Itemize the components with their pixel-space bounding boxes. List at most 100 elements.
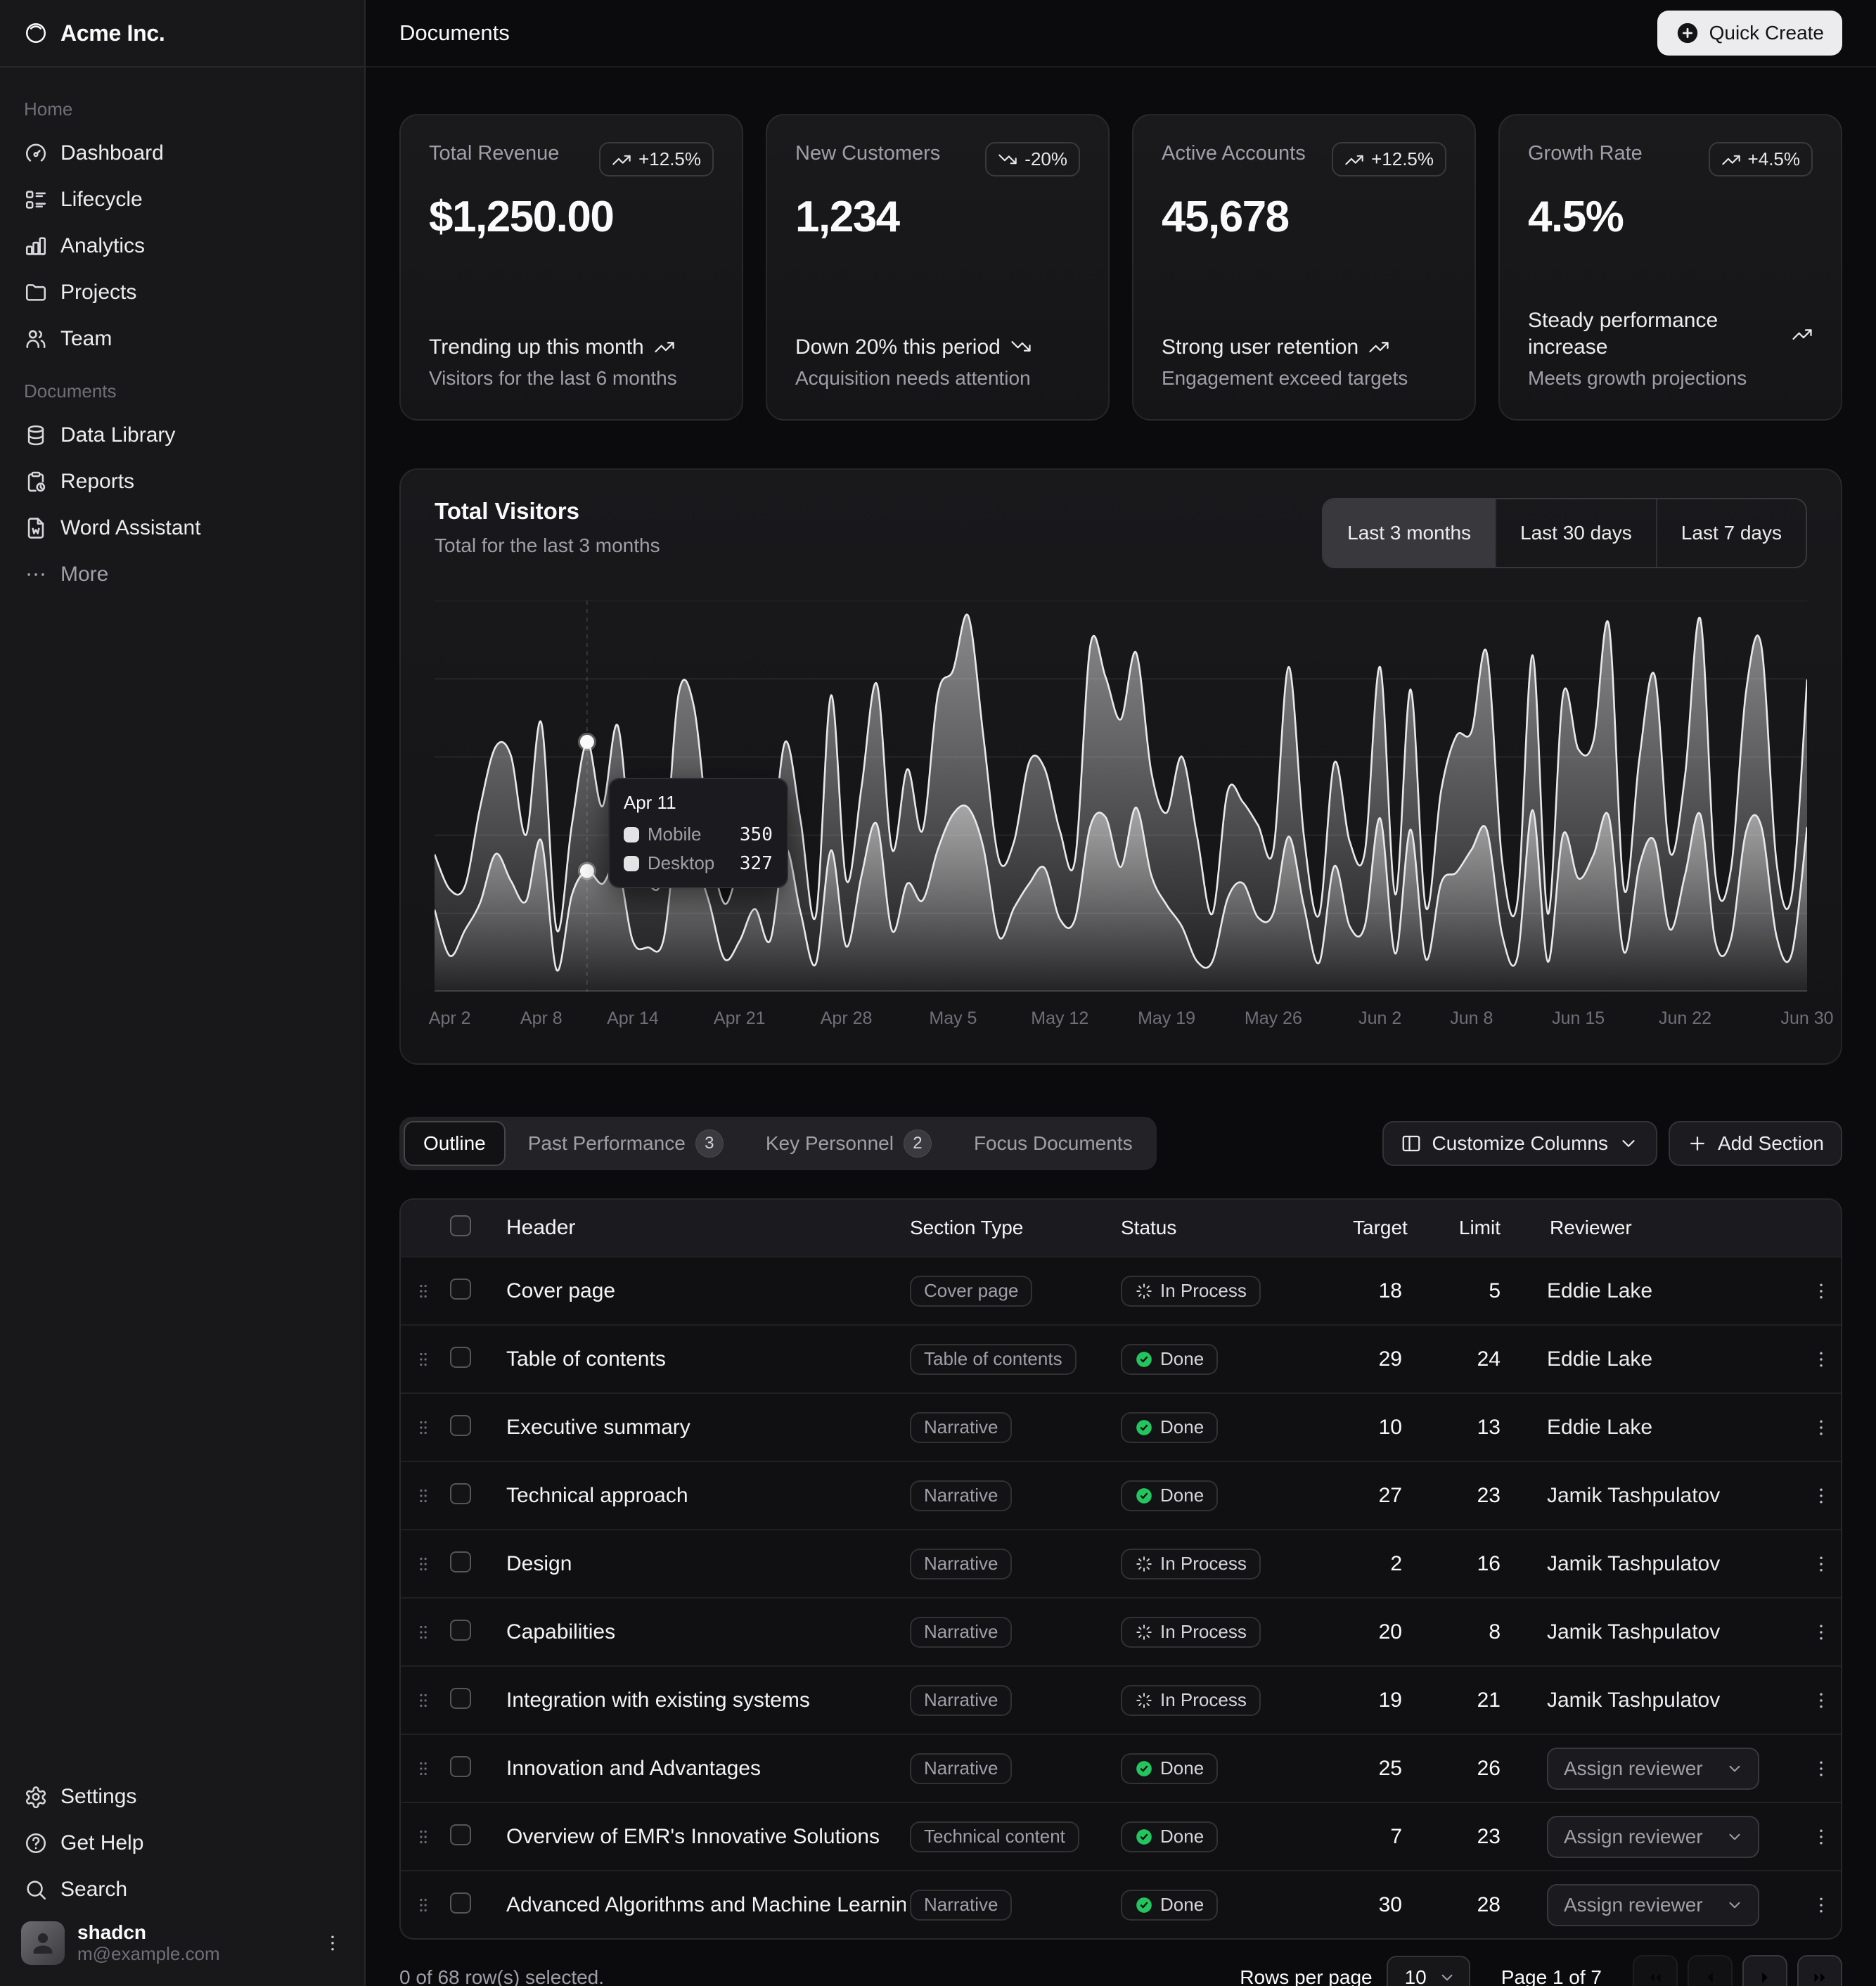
row-header-link[interactable]: Executive summary <box>491 1416 906 1440</box>
row-menu-button[interactable] <box>1799 1349 1842 1370</box>
sidebar-item-get-help[interactable]: Get Help <box>11 1820 353 1866</box>
row-menu-button[interactable] <box>1799 1826 1842 1847</box>
row-menu-button[interactable] <box>1799 1895 1842 1916</box>
sidebar-item-more[interactable]: More <box>11 551 353 598</box>
target-value[interactable]: 7 <box>1349 1825 1447 1849</box>
range-option-last-3-months[interactable]: Last 3 months <box>1323 499 1495 567</box>
user-menu[interactable]: shadcn m@example.com <box>11 1913 353 1973</box>
row-header-link[interactable]: Table of contents <box>491 1347 906 1371</box>
check-circle-icon <box>1135 1487 1153 1505</box>
last-page-button[interactable] <box>1797 1955 1842 1986</box>
limit-value[interactable]: 23 <box>1447 1825 1546 1849</box>
drag-handle[interactable] <box>401 1417 446 1438</box>
row-checkbox[interactable] <box>450 1824 471 1845</box>
target-value[interactable]: 29 <box>1349 1347 1447 1371</box>
limit-value[interactable]: 26 <box>1447 1757 1546 1781</box>
tab-past-performance[interactable]: Past Performance3 <box>508 1121 743 1166</box>
limit-value[interactable]: 16 <box>1447 1552 1546 1576</box>
row-menu-button[interactable] <box>1799 1622 1842 1643</box>
limit-value[interactable]: 13 <box>1447 1416 1546 1440</box>
assign-reviewer-select[interactable]: Assign reviewer <box>1547 1884 1759 1926</box>
drag-handle[interactable] <box>401 1826 446 1847</box>
row-checkbox[interactable] <box>450 1483 471 1504</box>
target-value[interactable]: 30 <box>1349 1893 1447 1917</box>
limit-value[interactable]: 23 <box>1447 1484 1546 1508</box>
row-checkbox[interactable] <box>450 1415 471 1436</box>
drag-handle[interactable] <box>401 1895 446 1916</box>
sidebar-item-analytics[interactable]: Analytics <box>11 223 353 269</box>
sidebar-item-dashboard[interactable]: Dashboard <box>11 130 353 177</box>
assign-reviewer-select[interactable]: Assign reviewer <box>1547 1816 1759 1858</box>
tab-outline[interactable]: Outline <box>404 1121 506 1166</box>
next-page-button[interactable] <box>1742 1955 1787 1986</box>
row-menu-button[interactable] <box>1799 1417 1842 1438</box>
drag-handle[interactable] <box>401 1758 446 1779</box>
limit-value[interactable]: 5 <box>1447 1279 1546 1303</box>
row-header-link[interactable]: Integration with existing systems <box>491 1689 906 1712</box>
previous-page-button[interactable] <box>1688 1955 1733 1986</box>
row-checkbox[interactable] <box>450 1892 471 1914</box>
limit-value[interactable]: 28 <box>1447 1893 1546 1917</box>
select-all-checkbox[interactable] <box>450 1215 471 1236</box>
org-switcher[interactable]: Acme Inc. <box>0 0 364 68</box>
sidebar-item-search[interactable]: Search <box>11 1866 353 1913</box>
target-value[interactable]: 2 <box>1349 1552 1447 1576</box>
target-value[interactable]: 18 <box>1349 1279 1447 1303</box>
row-header-link[interactable]: Technical approach <box>491 1484 906 1508</box>
tab-focus-documents[interactable]: Focus Documents <box>954 1121 1152 1166</box>
sidebar-item-settings[interactable]: Settings <box>11 1774 353 1820</box>
drag-handle[interactable] <box>401 1349 446 1370</box>
range-toggle-group: Last 3 monthsLast 30 daysLast 7 days <box>1322 498 1807 568</box>
first-page-button[interactable] <box>1633 1955 1678 1986</box>
drag-handle[interactable] <box>401 1281 446 1302</box>
range-option-last-30-days[interactable]: Last 30 days <box>1495 499 1656 567</box>
target-value[interactable]: 27 <box>1349 1484 1447 1508</box>
row-checkbox[interactable] <box>450 1347 471 1368</box>
target-value[interactable]: 19 <box>1349 1689 1447 1712</box>
row-menu-button[interactable] <box>1799 1281 1842 1302</box>
sidebar-item-team[interactable]: Team <box>11 316 353 362</box>
row-menu-button[interactable] <box>1799 1758 1842 1779</box>
add-section-button[interactable]: Add Section <box>1669 1121 1842 1166</box>
row-header-link[interactable]: Cover page <box>491 1279 906 1303</box>
rows-per-page-select[interactable]: 10 <box>1387 1956 1470 1986</box>
row-checkbox[interactable] <box>450 1279 471 1300</box>
target-value[interactable]: 25 <box>1349 1757 1447 1781</box>
row-menu-button[interactable] <box>1799 1553 1842 1575</box>
chevron-down-icon <box>1726 1828 1744 1846</box>
sidebar-item-projects[interactable]: Projects <box>11 269 353 316</box>
drag-handle[interactable] <box>401 1553 446 1575</box>
sidebar-item-lifecycle[interactable]: Lifecycle <box>11 177 353 223</box>
drag-handle[interactable] <box>401 1485 446 1506</box>
row-checkbox[interactable] <box>450 1688 471 1709</box>
sidebar-item-data-library[interactable]: Data Library <box>11 412 353 459</box>
row-header-link[interactable]: Advanced Algorithms and Machine Learning <box>491 1893 906 1917</box>
tab-key-personnel[interactable]: Key Personnel2 <box>746 1121 951 1166</box>
range-option-last-7-days[interactable]: Last 7 days <box>1656 499 1806 567</box>
customize-columns-button[interactable]: Customize Columns <box>1382 1121 1657 1166</box>
target-value[interactable]: 20 <box>1349 1620 1447 1644</box>
drag-handle[interactable] <box>401 1622 446 1643</box>
limit-value[interactable]: 21 <box>1447 1689 1546 1712</box>
limit-value[interactable]: 8 <box>1447 1620 1546 1644</box>
row-header-link[interactable]: Innovation and Advantages <box>491 1757 906 1781</box>
quick-create-button[interactable]: Quick Create <box>1657 11 1842 56</box>
trending-down-icon <box>998 150 1017 169</box>
visitors-area-chart[interactable]: Apr 11 Mobile350Desktop327 <box>435 601 1807 992</box>
sidebar-item-word-assistant[interactable]: Word Assistant <box>11 505 353 551</box>
drag-handle[interactable] <box>401 1690 446 1711</box>
row-checkbox[interactable] <box>450 1551 471 1572</box>
sidebar-item-reports[interactable]: Reports <box>11 459 353 505</box>
row-menu-button[interactable] <box>1799 1485 1842 1506</box>
row-checkbox[interactable] <box>450 1756 471 1777</box>
row-checkbox[interactable] <box>450 1620 471 1641</box>
user-menu-dots-icon[interactable] <box>322 1933 343 1954</box>
row-header-link[interactable]: Design <box>491 1552 906 1576</box>
limit-value[interactable]: 24 <box>1447 1347 1546 1371</box>
target-value[interactable]: 10 <box>1349 1416 1447 1440</box>
row-menu-button[interactable] <box>1799 1690 1842 1711</box>
row-header-link[interactable]: Capabilities <box>491 1620 906 1644</box>
sidebar-item-label: Reports <box>60 470 134 494</box>
row-header-link[interactable]: Overview of EMR's Innovative Solutions <box>491 1825 906 1849</box>
assign-reviewer-select[interactable]: Assign reviewer <box>1547 1748 1759 1790</box>
